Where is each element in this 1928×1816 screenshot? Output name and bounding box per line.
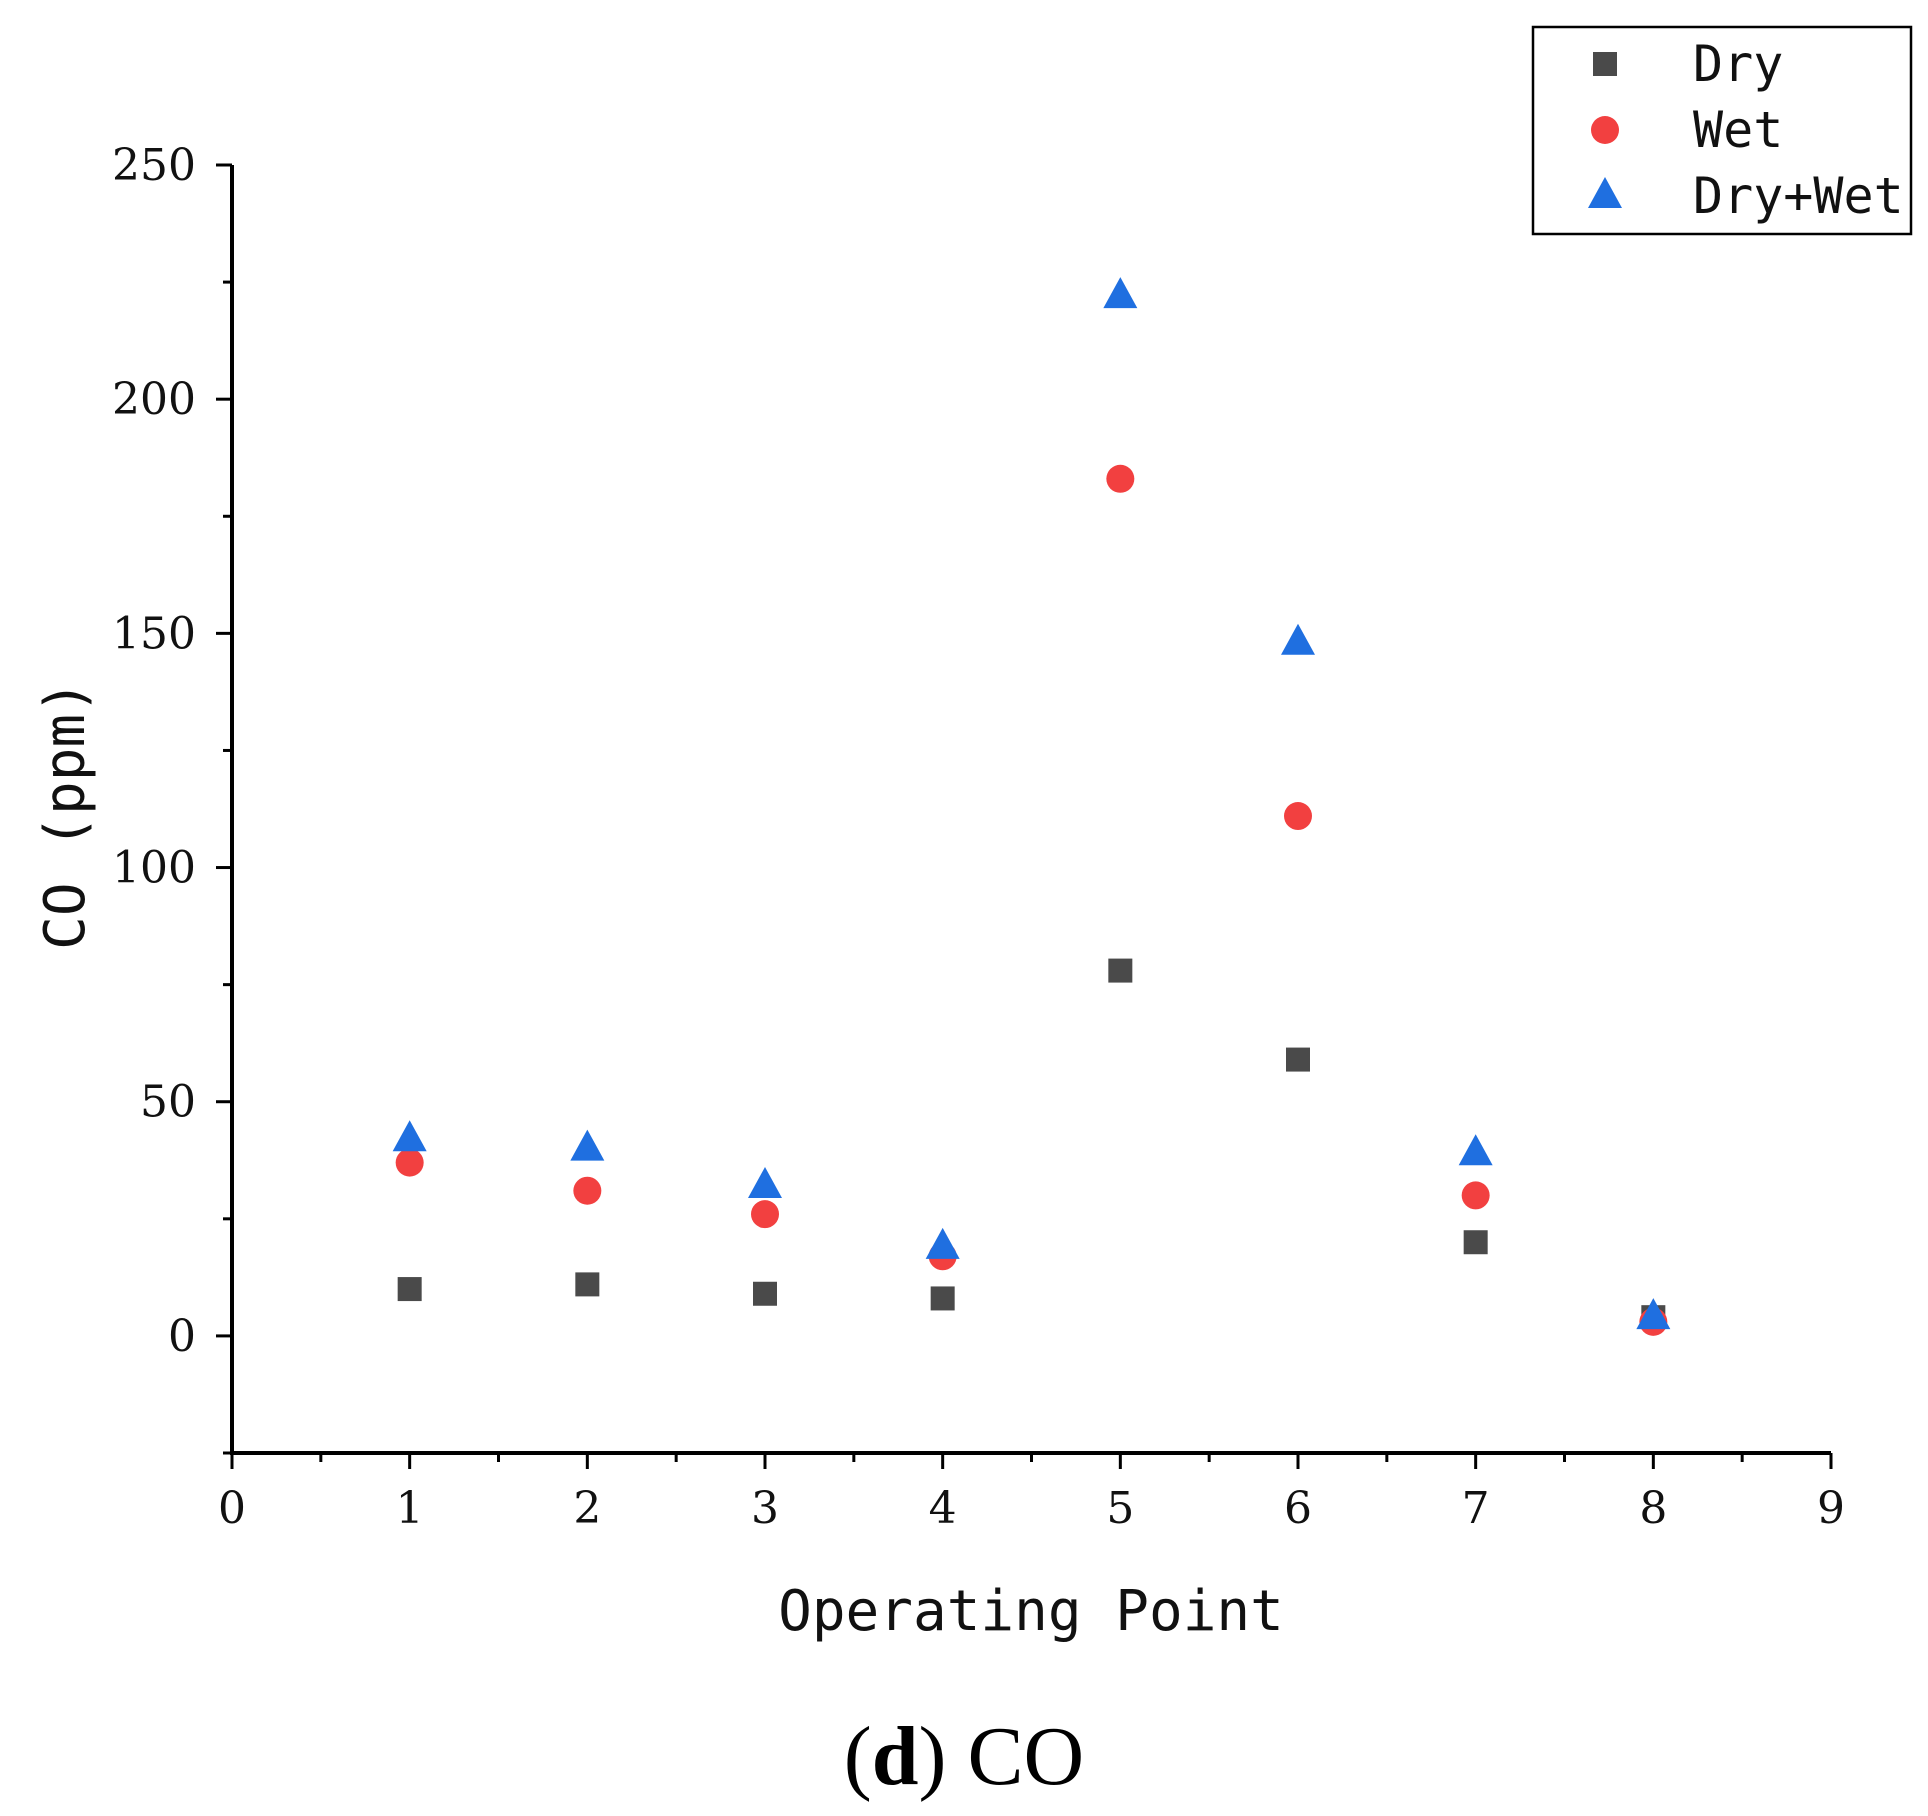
x-tick-label: 2 (573, 1483, 601, 1534)
legend-label-dry: Dry (1693, 35, 1783, 93)
y-axis-title: CO (ppm) (33, 680, 98, 950)
caption-label: d (872, 1710, 919, 1803)
legend: Dry Wet Dry+Wet (1531, 25, 1913, 236)
data-point-dry-wet (1458, 1134, 1493, 1166)
data-point-dry-wet (1281, 623, 1315, 655)
x-axis-title: Operating Point (778, 1579, 1284, 1644)
legend-marker-dry-wet (1588, 177, 1622, 208)
data-point-dry-wet (392, 1120, 427, 1152)
data-point-dry-wet (1636, 1298, 1671, 1330)
data-point-dry-wet (748, 1167, 782, 1199)
data-markers (392, 277, 1671, 1336)
data-point-dry (575, 1272, 600, 1297)
data-point-dry-wet (1103, 277, 1138, 309)
data-point-wet (1106, 464, 1135, 493)
x-tick-label: 6 (1284, 1483, 1312, 1534)
data-point-dry-wet (925, 1227, 960, 1259)
x-tick-label: 9 (1817, 1483, 1845, 1534)
data-point-wet (751, 1200, 779, 1229)
data-point-dry (930, 1286, 955, 1311)
legend-marker-dry (1593, 52, 1617, 76)
x-tick-label: 0 (218, 1483, 246, 1534)
data-point-wet (395, 1148, 424, 1177)
data-point-dry-wet (570, 1129, 605, 1161)
data-point-wet (1284, 802, 1312, 831)
x-tick-label: 4 (929, 1483, 957, 1534)
tick-labels: 0 1 2 3 4 5 6 7 8 9 0 50 100 150 200 250 (112, 140, 1845, 1534)
y-tick-label: 200 (112, 374, 196, 425)
ticks (216, 163, 1833, 1469)
data-point-wet (1461, 1181, 1490, 1210)
x-tick-label: 8 (1639, 1483, 1667, 1534)
y-tick-label: 50 (140, 1077, 196, 1128)
data-point-dry (1286, 1047, 1310, 1072)
y-tick-label: 0 (168, 1311, 196, 1362)
data-point-dry (1463, 1230, 1488, 1255)
y-tick-label: 100 (112, 843, 196, 894)
legend-marker-wet (1591, 116, 1619, 144)
data-point-dry (753, 1281, 777, 1306)
legend-label-wet: Wet (1693, 101, 1783, 159)
y-tick-label: 250 (112, 140, 196, 191)
x-tick-label: 3 (751, 1483, 779, 1534)
axes (230, 165, 1831, 1455)
caption-text: CO (967, 1710, 1084, 1803)
y-tick-label: 150 (112, 608, 196, 659)
x-tick-label: 1 (396, 1483, 424, 1534)
data-point-dry (1108, 958, 1133, 983)
data-point-dry (397, 1277, 422, 1302)
data-point-wet (573, 1176, 602, 1205)
x-tick-label: 5 (1106, 1483, 1134, 1534)
x-tick-label: 7 (1462, 1483, 1490, 1534)
legend-label-dry-wet: Dry+Wet (1693, 167, 1904, 225)
figure-caption: (d) CO (844, 1710, 1084, 1803)
